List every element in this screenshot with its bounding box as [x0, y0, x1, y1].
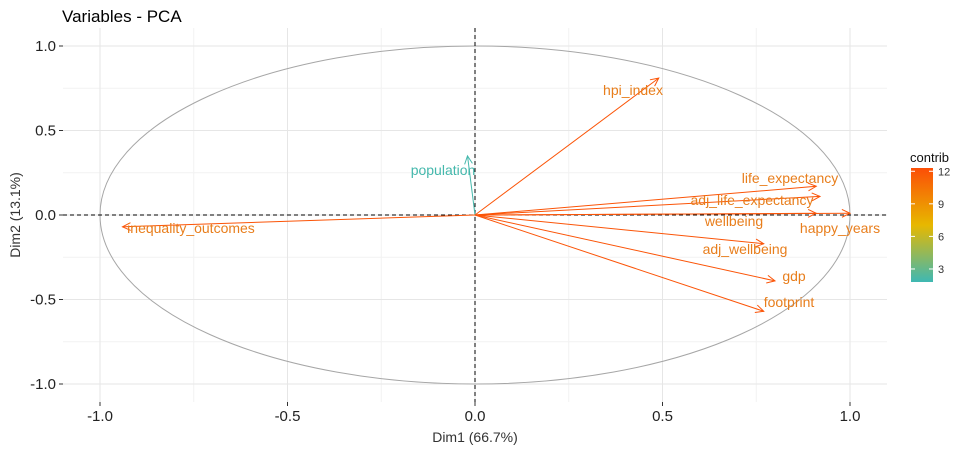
arrow-head-footprint — [754, 304, 765, 313]
arrow-adj_wellbeing — [474, 214, 765, 248]
chart-title: Variables - PCA — [62, 7, 182, 26]
arrow-footprint — [474, 214, 765, 313]
arrow-hpi_index — [474, 77, 660, 216]
arrow-head-population — [464, 154, 473, 165]
x-tick-label: 0.0 — [465, 408, 486, 425]
arrow-shaft-adj_wellbeing — [474, 214, 764, 245]
arrow-shaft-gdp — [474, 214, 776, 282]
label-gdp: gdp — [782, 268, 806, 284]
label-wellbeing: wellbeing — [704, 213, 763, 229]
arrow-head-hpi_index — [649, 77, 660, 87]
arrow-population — [464, 154, 476, 216]
label-life_expectancy: life_expectancy — [742, 170, 839, 186]
arrow-head-gdp — [766, 274, 777, 284]
legend-tick-label: 9 — [938, 199, 944, 211]
arrow-head-life_expectancy — [807, 182, 818, 192]
legend-tick-label: 6 — [938, 231, 944, 243]
arrow-head-inequality_outcomes — [121, 222, 131, 231]
reference-lines — [63, 28, 887, 402]
legend-title: contrib — [910, 150, 949, 165]
label-adj_wellbeing: adj_wellbeing — [703, 241, 788, 257]
x-tick-label: -0.5 — [275, 408, 301, 425]
arrow-shaft-population — [467, 155, 476, 216]
arrow-shaft-hpi_index — [474, 77, 660, 216]
arrow-gdp — [474, 214, 777, 284]
arrow-shaft-inequality_outcomes — [122, 214, 476, 228]
arrow-head-happy_years — [841, 208, 852, 218]
arrow-shaft-footprint — [474, 214, 764, 312]
y-axis-ticks: -1.0 -0.5 0.0 0.5 1.0 — [30, 38, 63, 393]
y-tick-label: 0.5 — [35, 123, 56, 140]
variable-labels: hpi_index population life_expectancy adj_li… — [127, 82, 880, 310]
contrib-legend: contrib 3 6 9 12 — [910, 150, 950, 282]
legend-tick-label: 12 — [938, 166, 950, 178]
arrow-inequality_outcomes — [121, 214, 476, 231]
legend-tick-label: 3 — [938, 264, 944, 276]
arrow-head-adj_wellbeing — [755, 238, 765, 248]
y-tick-label: -0.5 — [30, 292, 56, 309]
legend-colorbar — [911, 168, 933, 282]
y-axis-title: Dim2 (13.1%) — [7, 172, 23, 258]
x-tick-label: -1.0 — [87, 408, 113, 425]
y-tick-label: 0.0 — [35, 207, 56, 224]
variable-arrows — [121, 77, 852, 313]
legend-ticks: 3 6 9 12 — [911, 166, 950, 276]
arrow-shaft-life_expectancy — [474, 185, 817, 216]
arrow-adj_life_expectancy — [474, 192, 822, 216]
y-tick-label: -1.0 — [30, 376, 56, 393]
x-tick-label: 0.5 — [652, 408, 673, 425]
y-tick-label: 1.0 — [35, 38, 56, 55]
arrow-head-adj_life_expectancy — [811, 192, 822, 202]
label-adj_life_expectancy: adj_life_expectancy — [691, 192, 814, 208]
arrow-shaft-happy_years — [474, 212, 851, 216]
arrow-shaft-adj_life_expectancy — [474, 195, 821, 216]
x-axis-title: Dim1 (66.7%) — [432, 429, 518, 445]
arrow-happy_years — [474, 208, 852, 218]
label-inequality_outcomes: inequality_outcomes — [127, 220, 255, 236]
label-footprint: footprint — [764, 294, 815, 310]
label-happy_years: happy_years — [800, 220, 880, 236]
label-hpi_index: hpi_index — [603, 82, 663, 98]
x-tick-label: 1.0 — [840, 408, 861, 425]
arrow-life_expectancy — [474, 182, 818, 216]
x-axis-ticks: -1.0 -0.5 0.0 0.5 1.0 — [87, 402, 860, 425]
label-population: population — [411, 162, 476, 178]
